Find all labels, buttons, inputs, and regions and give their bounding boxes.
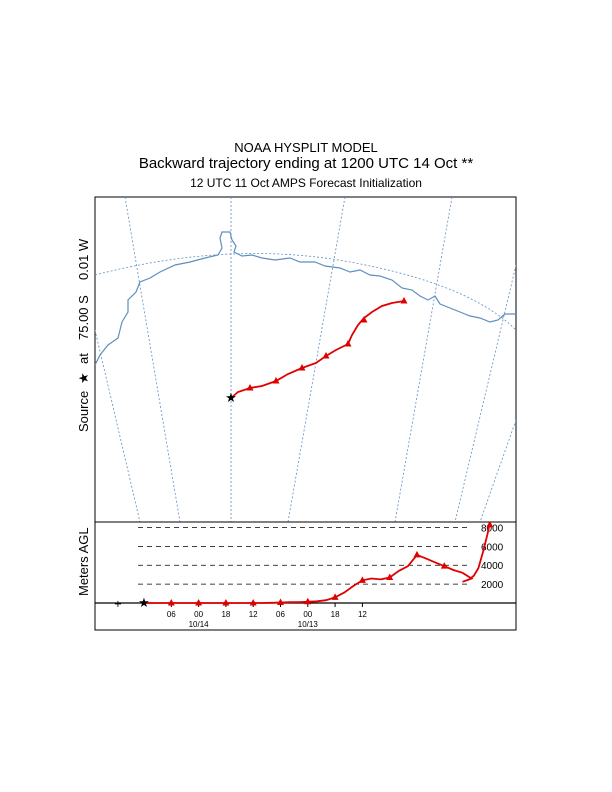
latitude-circle xyxy=(95,253,516,331)
source-label: Source ★ at 75.00 S 0.01 W xyxy=(76,238,92,432)
meridian-line xyxy=(479,419,516,522)
height-tick-label: 8000 xyxy=(481,523,504,534)
trajectory-marker xyxy=(277,598,284,606)
trajectory-marker xyxy=(360,316,368,323)
start-marker-icon: + xyxy=(114,599,122,610)
trajectory-marker xyxy=(222,599,230,606)
trajectory-marker xyxy=(304,597,312,605)
time-tick-label: 12 xyxy=(249,610,258,619)
trajectory-marker xyxy=(358,576,366,583)
height-tick-label: 6000 xyxy=(481,542,504,553)
trajectory-marker xyxy=(246,384,254,391)
meridian-line xyxy=(95,329,141,522)
source-star-label-icon: ★ xyxy=(77,372,92,384)
date-label: 10/14 xyxy=(189,620,210,629)
trajectory-markers xyxy=(246,297,408,391)
initialization-title: 12 UTC 11 Oct AMPS Forecast Initializati… xyxy=(190,176,422,190)
trajectory-marker xyxy=(249,599,257,606)
meridian-line xyxy=(124,197,181,522)
time-tick-label: 00 xyxy=(194,610,203,619)
trajectory-marker xyxy=(440,562,448,569)
meridian-line xyxy=(394,197,453,522)
trajectory-map: ★ xyxy=(225,297,408,406)
trajectory-marker xyxy=(167,599,175,606)
height-tick-label: 2000 xyxy=(481,580,504,591)
map-frame xyxy=(94,196,517,523)
trajectory-marker xyxy=(486,522,494,528)
height-tick-label: 4000 xyxy=(481,561,504,572)
trajectory-marker xyxy=(272,377,280,384)
trajectory-marker xyxy=(344,340,352,347)
time-tick-label: 12 xyxy=(358,610,367,619)
time-tick-label: 06 xyxy=(276,610,285,619)
trajectory-marker xyxy=(386,573,394,581)
date-label: 10/13 xyxy=(298,620,319,629)
source-lon: 0.01 W xyxy=(76,238,91,280)
trajectory-marker xyxy=(331,593,339,600)
time-tick-label: 18 xyxy=(221,610,230,619)
trajectory-marker xyxy=(298,364,306,371)
source-prefix: Source xyxy=(76,391,91,432)
height-tick-labels: 2000 4000 6000 8000 xyxy=(481,523,504,591)
height-markers xyxy=(167,522,494,606)
height-axis-label: Meters AGL xyxy=(76,527,91,596)
trajectory-line xyxy=(230,300,405,399)
meridian-line xyxy=(287,197,346,522)
time-tick-label: 00 xyxy=(303,610,312,619)
source-at: at xyxy=(76,353,91,364)
trajectory-marker xyxy=(195,599,203,606)
time-tick-label: 18 xyxy=(331,610,340,619)
source-star-icon: ★ xyxy=(225,391,237,406)
trajectory-title: Backward trajectory ending at 1200 UTC 1… xyxy=(138,155,474,172)
height-frame xyxy=(94,521,517,631)
trajectory-marker xyxy=(322,352,330,359)
source-lat: 75.00 S xyxy=(76,295,91,340)
height-source-star-icon: ★ xyxy=(138,596,150,611)
height-trajectory-line xyxy=(144,522,491,604)
trajectory-marker xyxy=(413,550,421,558)
coastline xyxy=(95,231,516,366)
time-tick-label: 06 xyxy=(167,610,176,619)
meridian-line xyxy=(454,264,516,522)
trajectory-marker xyxy=(400,297,408,304)
graticule xyxy=(95,197,516,522)
height-gridlines xyxy=(138,527,470,585)
time-tick-labels: 06 00 18 12 06 00 18 12 10/14 10/13 xyxy=(167,610,368,629)
model-title: NOAA HYSPLIT MODEL xyxy=(234,140,378,155)
